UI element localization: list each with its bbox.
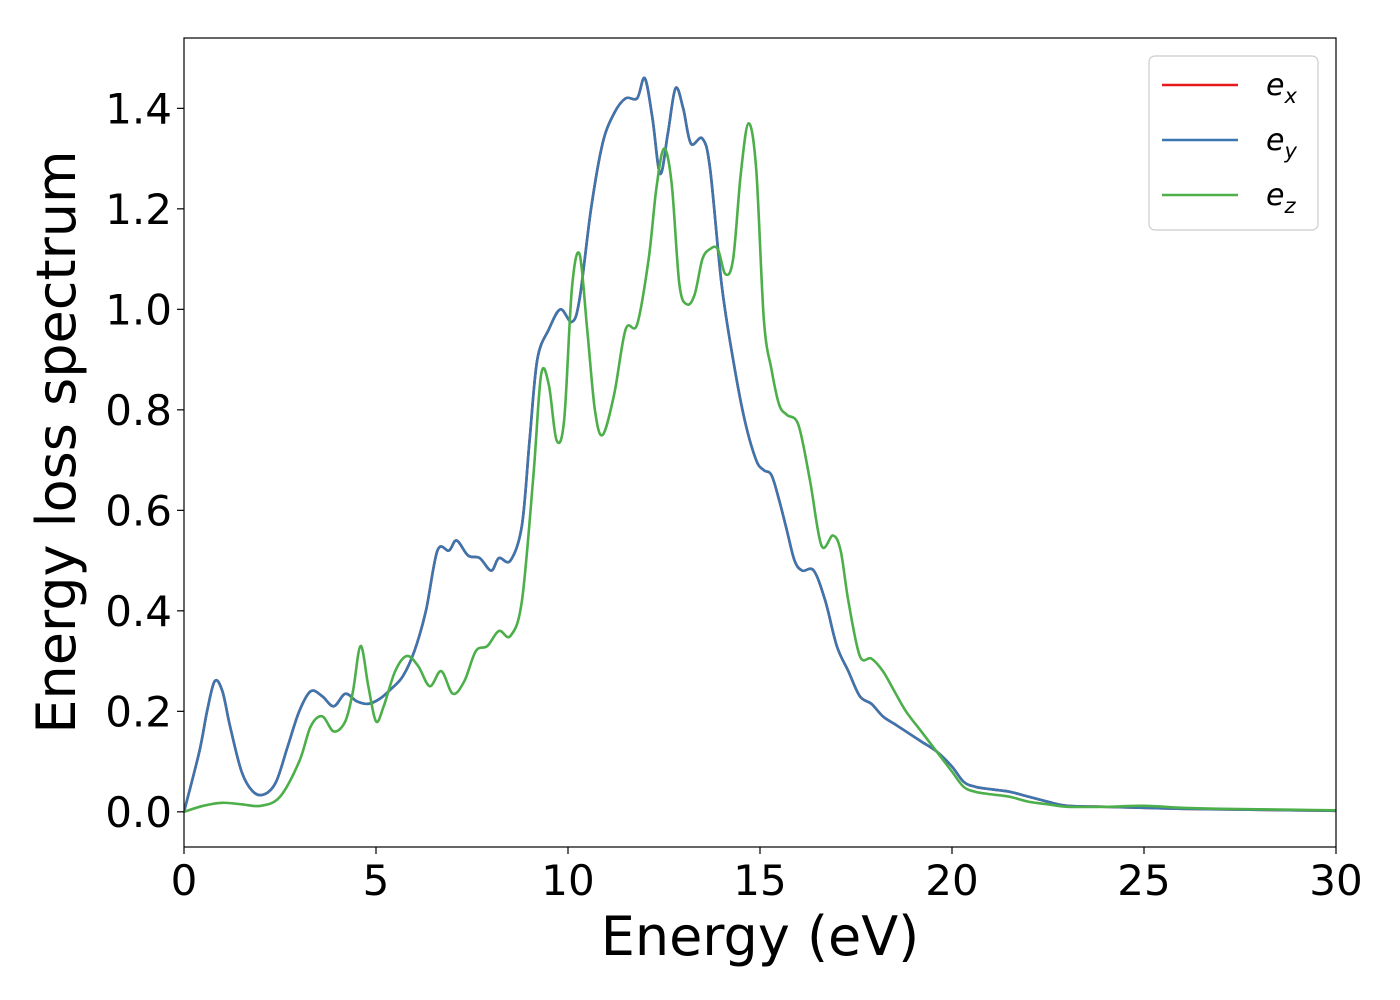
y-tick-label: 1.4 (105, 84, 172, 133)
y-tick-label: 1.0 (105, 285, 172, 334)
y-tick-label: 0.2 (105, 687, 172, 736)
y-axis-title: Energy loss spectrum (25, 150, 88, 733)
x-axis: 0 5 10 15 20 25 30 (171, 847, 1363, 905)
y-tick-label: 0.6 (105, 486, 172, 535)
y-axis: 0.0 0.2 0.4 0.6 0.8 1.0 1.2 1.4 (105, 84, 184, 837)
y-tick-label: 0.8 (105, 386, 172, 435)
y-tick-label: 0.0 (105, 788, 172, 837)
x-tick-label: 25 (1117, 856, 1170, 905)
series-layer (184, 76, 1336, 814)
x-tick-label: 15 (733, 856, 786, 905)
x-tick-label: 5 (363, 856, 390, 905)
y-tick-label: 0.4 (105, 587, 172, 636)
x-tick-label: 10 (541, 856, 594, 905)
legend-box (1148, 55, 1319, 231)
y-tick-label: 1.2 (105, 185, 172, 234)
x-axis-title: Energy (eV) (601, 905, 920, 968)
x-tick-label: 0 (171, 856, 198, 905)
x-tick-label: 20 (925, 856, 978, 905)
series-line-z (184, 122, 1336, 814)
x-tick-label: 30 (1309, 856, 1362, 905)
